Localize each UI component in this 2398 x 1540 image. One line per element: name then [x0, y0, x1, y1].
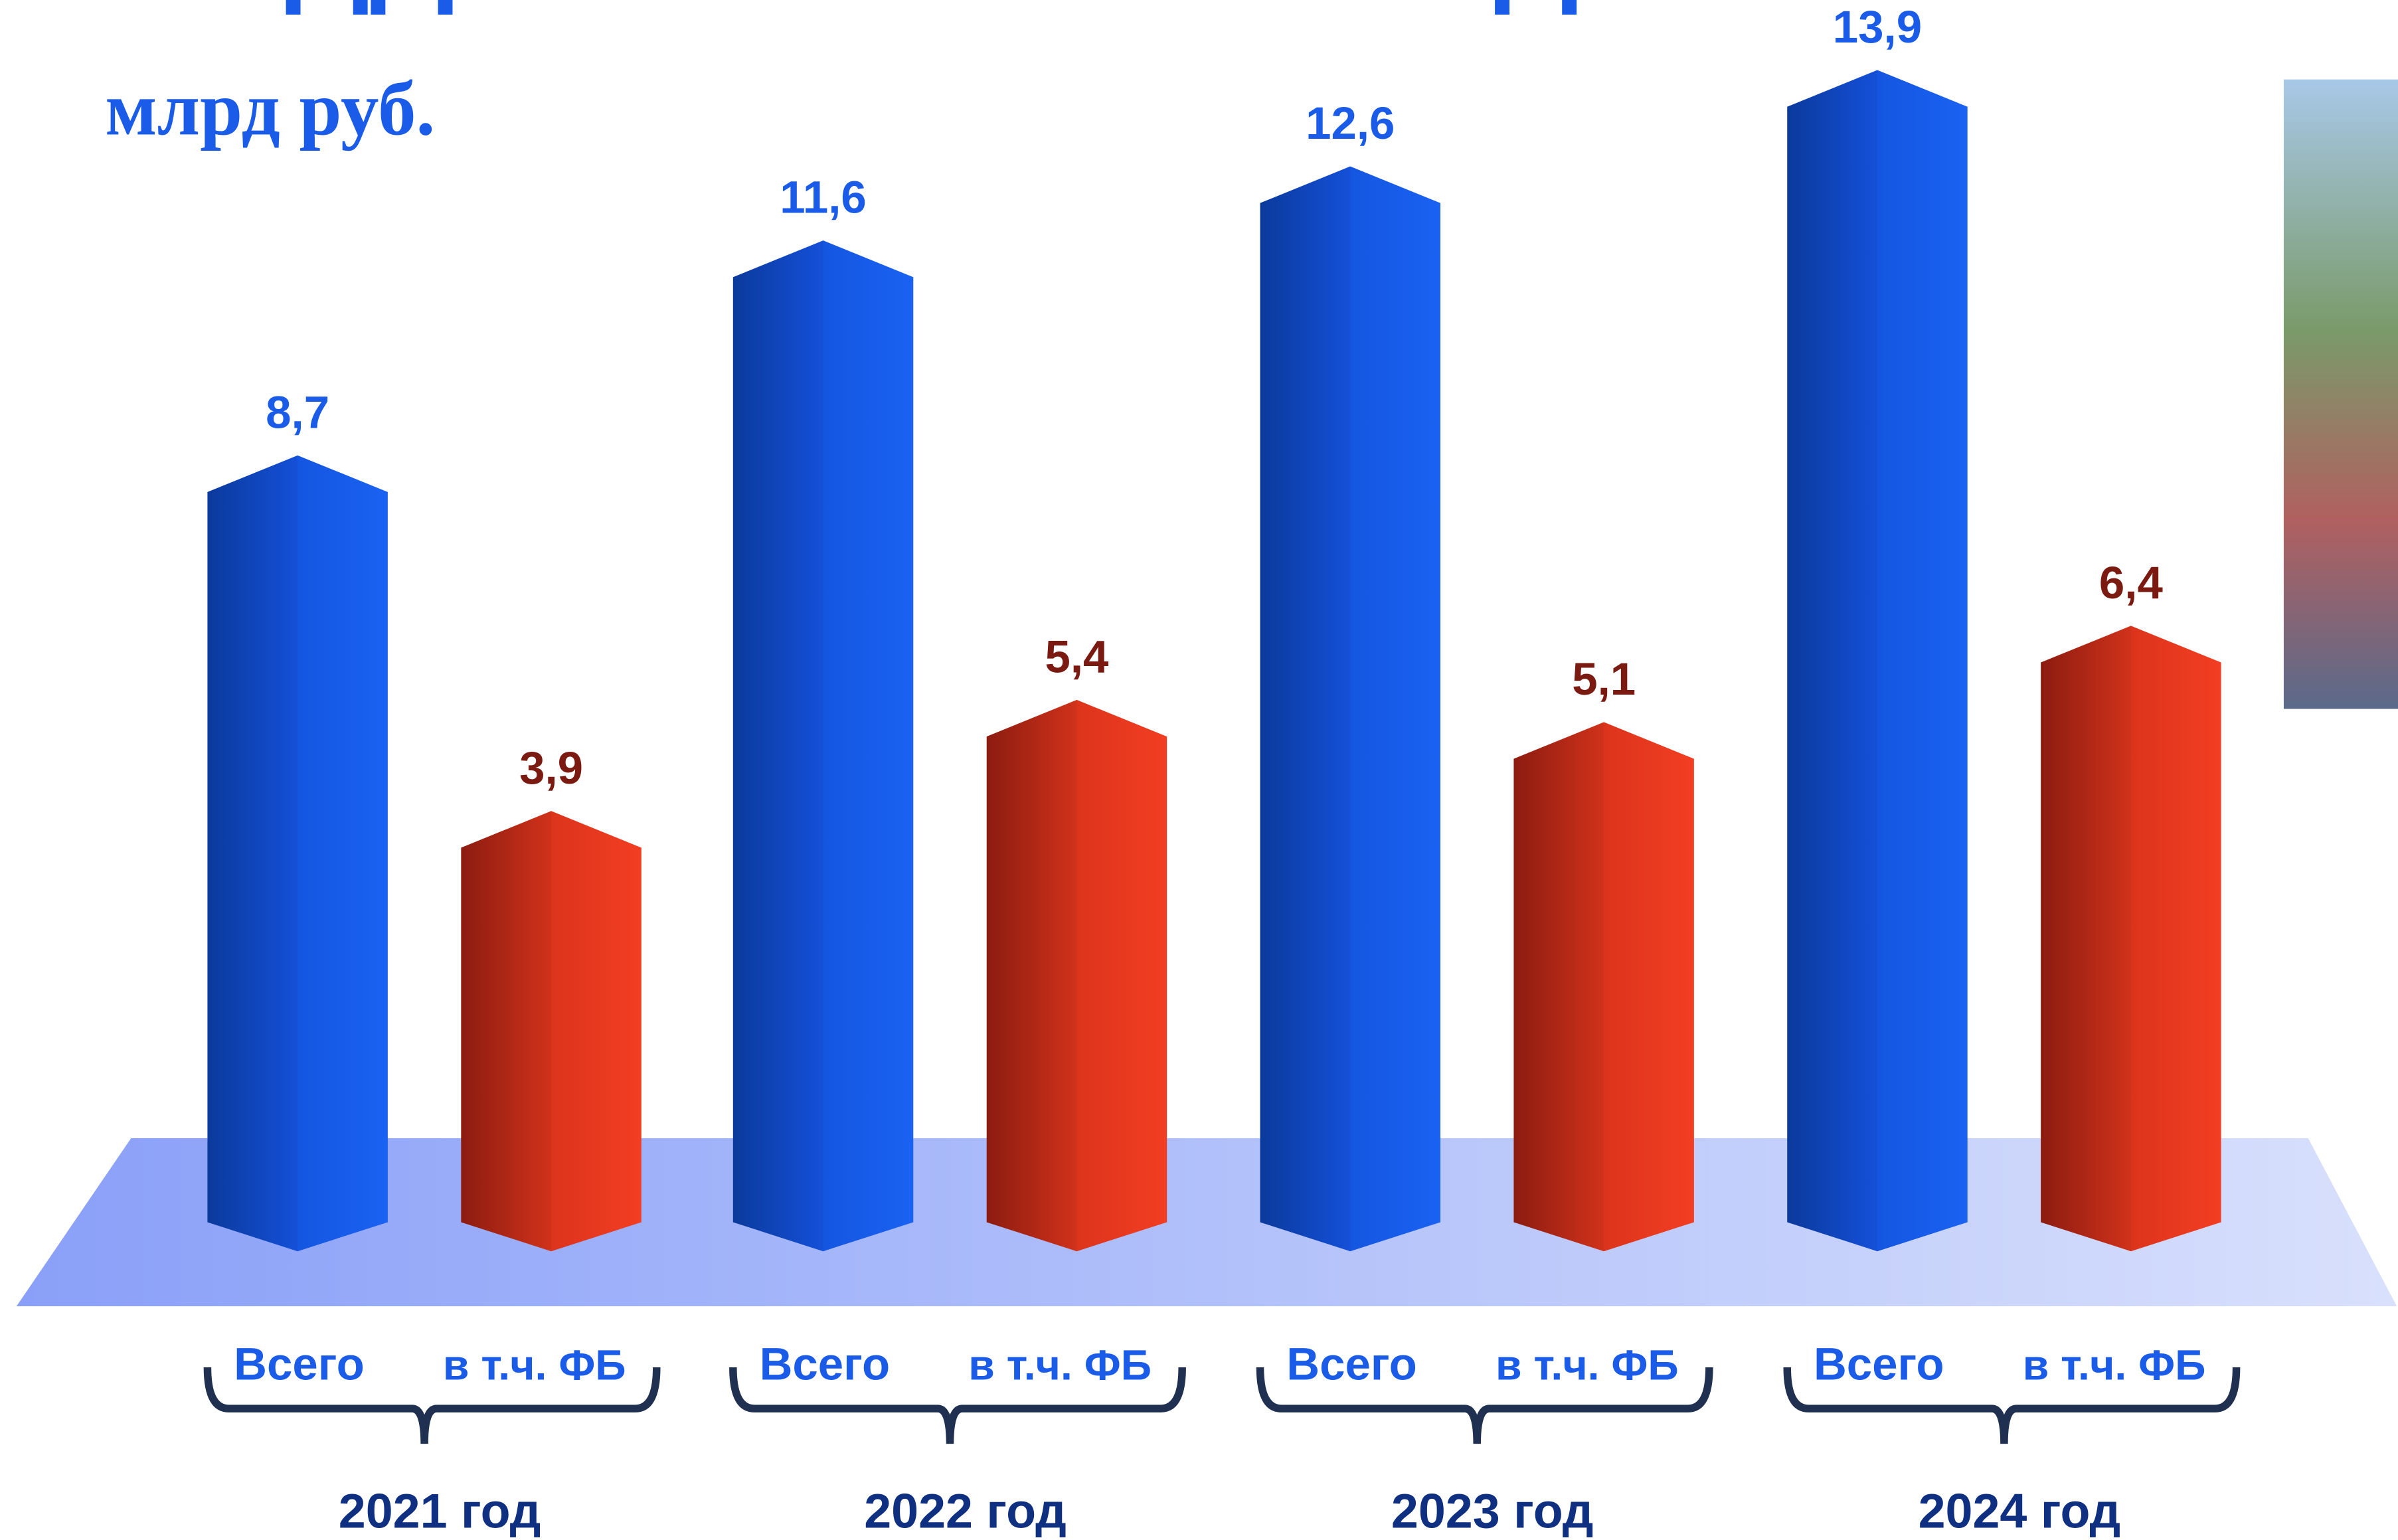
- bracket: [729, 1367, 1186, 1444]
- series-label: Всего: [1286, 1338, 1417, 1389]
- x-tick-label: 2022 год: [864, 1484, 1067, 1539]
- bar: [2041, 626, 2221, 1252]
- bar: [461, 811, 642, 1252]
- bracket: [1783, 1367, 2241, 1444]
- value-label: 3,9: [519, 742, 583, 794]
- chart-subtitle: млрд руб.: [105, 66, 435, 151]
- value-label: 5,1: [1572, 653, 1636, 705]
- bar: [732, 240, 914, 1252]
- series-label: в т.ч. ФБ: [968, 1341, 1152, 1389]
- bar: [1513, 722, 1694, 1252]
- bracket: [203, 1367, 661, 1444]
- bar: [207, 455, 388, 1252]
- photo: [2283, 79, 2398, 709]
- bar: [1260, 166, 1440, 1252]
- value-label: 13,9: [1833, 1, 1922, 52]
- series-label: в т.ч. ФБ: [2023, 1341, 2206, 1389]
- x-tick-label: 2024 год: [1919, 1484, 2121, 1539]
- series-label: в т.ч. ФБ: [443, 1341, 626, 1389]
- series-label: Всего: [760, 1338, 891, 1389]
- value-label: 6,4: [2099, 557, 2163, 608]
- series-label: Всего: [234, 1338, 365, 1389]
- value-label: 11,6: [780, 172, 866, 223]
- value-label: 8,7: [266, 386, 329, 438]
- chart-title: ПОДДЕРЖКА СЕМЕЙ С ДЕТЬМИ: [108, 0, 1999, 17]
- x-tick-label: 2021 год: [339, 1484, 541, 1539]
- series-label: в т.ч. ФБ: [1496, 1341, 1679, 1389]
- bar: [1787, 70, 1968, 1252]
- bracket: [1256, 1367, 1713, 1444]
- value-label: 5,4: [1045, 631, 1108, 682]
- series-label: Всего: [1814, 1338, 1944, 1389]
- value-label: 12,6: [1306, 98, 1395, 149]
- x-tick-label: 2023 год: [1391, 1484, 1594, 1539]
- bar: [986, 699, 1167, 1252]
